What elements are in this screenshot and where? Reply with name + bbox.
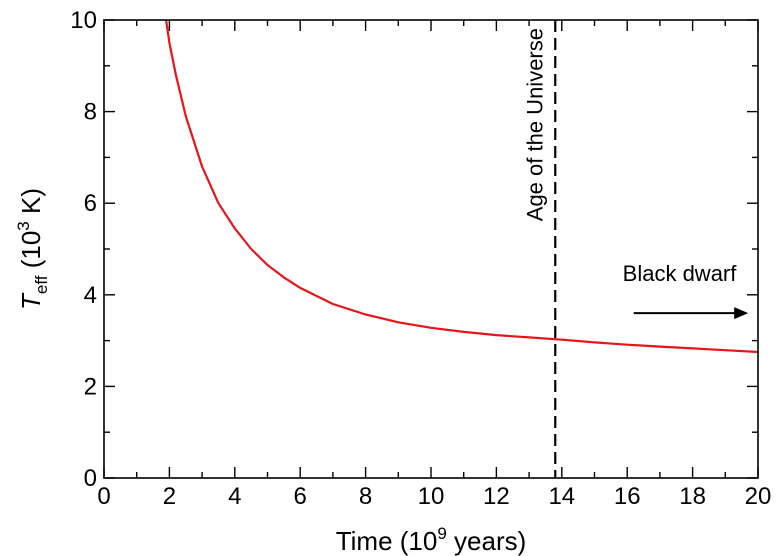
y-axis-title-tail: K) bbox=[16, 188, 46, 221]
y-axis-title-sub: eff bbox=[32, 275, 51, 294]
x-tick-label: 20 bbox=[745, 483, 772, 510]
y-axis-title-open: (10 bbox=[16, 231, 46, 276]
x-tick-label: 6 bbox=[294, 483, 307, 510]
series-group bbox=[165, 19, 759, 354]
y-tick-label: 2 bbox=[84, 373, 97, 400]
x-axis-title-tail: years) bbox=[447, 526, 526, 556]
age-of-universe-label: Age of the Universe bbox=[522, 28, 547, 221]
y-tick-label: 6 bbox=[84, 190, 97, 217]
y-tick-label: 0 bbox=[84, 465, 97, 492]
axis-ticks bbox=[103, 19, 759, 479]
y-axis-title-symbol: T bbox=[16, 292, 46, 310]
x-tick-label: 16 bbox=[614, 483, 641, 510]
x-tick-label: 12 bbox=[483, 483, 510, 510]
x-tick-label: 14 bbox=[548, 483, 575, 510]
y-tick-label: 10 bbox=[70, 7, 97, 34]
y-axis-title: Teff (103 K) bbox=[14, 188, 51, 310]
y-tick-label: 4 bbox=[84, 282, 97, 309]
tick-labels: 0 2 4 6 8 10 12 14 16 18 20 0 2 4 6 8 10 bbox=[70, 7, 771, 510]
x-axis-title-main: Time (10 bbox=[336, 526, 438, 556]
black-dwarf-label: Black dwarf bbox=[623, 261, 738, 286]
x-tick-label: 10 bbox=[418, 483, 445, 510]
x-tick-label: 4 bbox=[228, 483, 241, 510]
x-tick-label: 0 bbox=[97, 483, 110, 510]
x-tick-label: 18 bbox=[679, 483, 706, 510]
teff-cooling-curve bbox=[165, 19, 759, 354]
x-tick-label: 8 bbox=[359, 483, 372, 510]
y-tick-label: 8 bbox=[84, 99, 97, 126]
plot-frame bbox=[103, 19, 759, 479]
x-tick-label: 2 bbox=[163, 483, 176, 510]
arrow-head-icon bbox=[734, 307, 749, 320]
x-axis-title: Time (109 years) bbox=[336, 524, 527, 556]
y-axis-title-sup: 3 bbox=[14, 221, 33, 230]
x-axis-title-sup: 9 bbox=[437, 524, 446, 543]
